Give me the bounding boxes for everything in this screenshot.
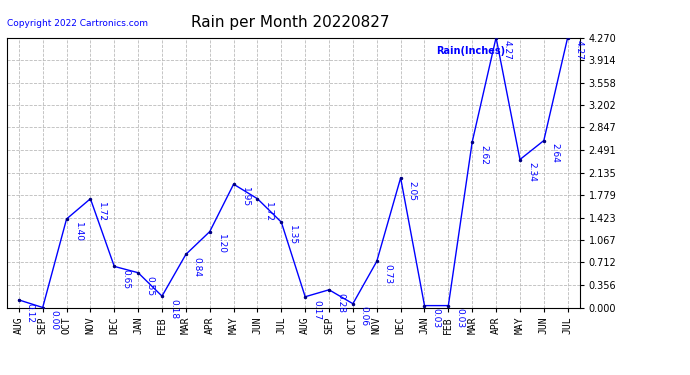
Text: 1.35: 1.35: [288, 225, 297, 245]
Text: 0.73: 0.73: [384, 264, 393, 284]
Text: Rain(Inches): Rain(Inches): [437, 46, 506, 56]
Text: 2.64: 2.64: [551, 143, 560, 163]
Text: 0.84: 0.84: [193, 257, 201, 277]
Text: 0.03: 0.03: [431, 308, 440, 328]
Text: 0.28: 0.28: [336, 292, 345, 313]
Text: 0.06: 0.06: [360, 306, 369, 327]
Text: 0.55: 0.55: [145, 276, 154, 296]
Text: 0.17: 0.17: [312, 300, 321, 320]
Text: Copyright 2022 Cartronics.com: Copyright 2022 Cartronics.com: [7, 19, 148, 28]
Text: 0.12: 0.12: [26, 303, 34, 323]
Text: 2.34: 2.34: [527, 162, 536, 182]
Text: 1.40: 1.40: [74, 222, 83, 242]
Text: 0.65: 0.65: [121, 269, 130, 289]
Text: 1.95: 1.95: [241, 187, 250, 207]
Text: 0.00: 0.00: [50, 310, 59, 330]
Text: 0.03: 0.03: [455, 308, 464, 328]
Text: 4.27: 4.27: [575, 40, 584, 60]
Text: 2.62: 2.62: [479, 145, 488, 165]
Text: 4.27: 4.27: [503, 40, 512, 60]
Text: 0.18: 0.18: [169, 299, 178, 319]
Text: Rain per Month 20220827: Rain per Month 20220827: [190, 15, 389, 30]
Text: 2.05: 2.05: [408, 181, 417, 201]
Text: 1.20: 1.20: [217, 234, 226, 254]
Text: 1.72: 1.72: [264, 201, 273, 222]
Text: 1.72: 1.72: [97, 201, 106, 222]
